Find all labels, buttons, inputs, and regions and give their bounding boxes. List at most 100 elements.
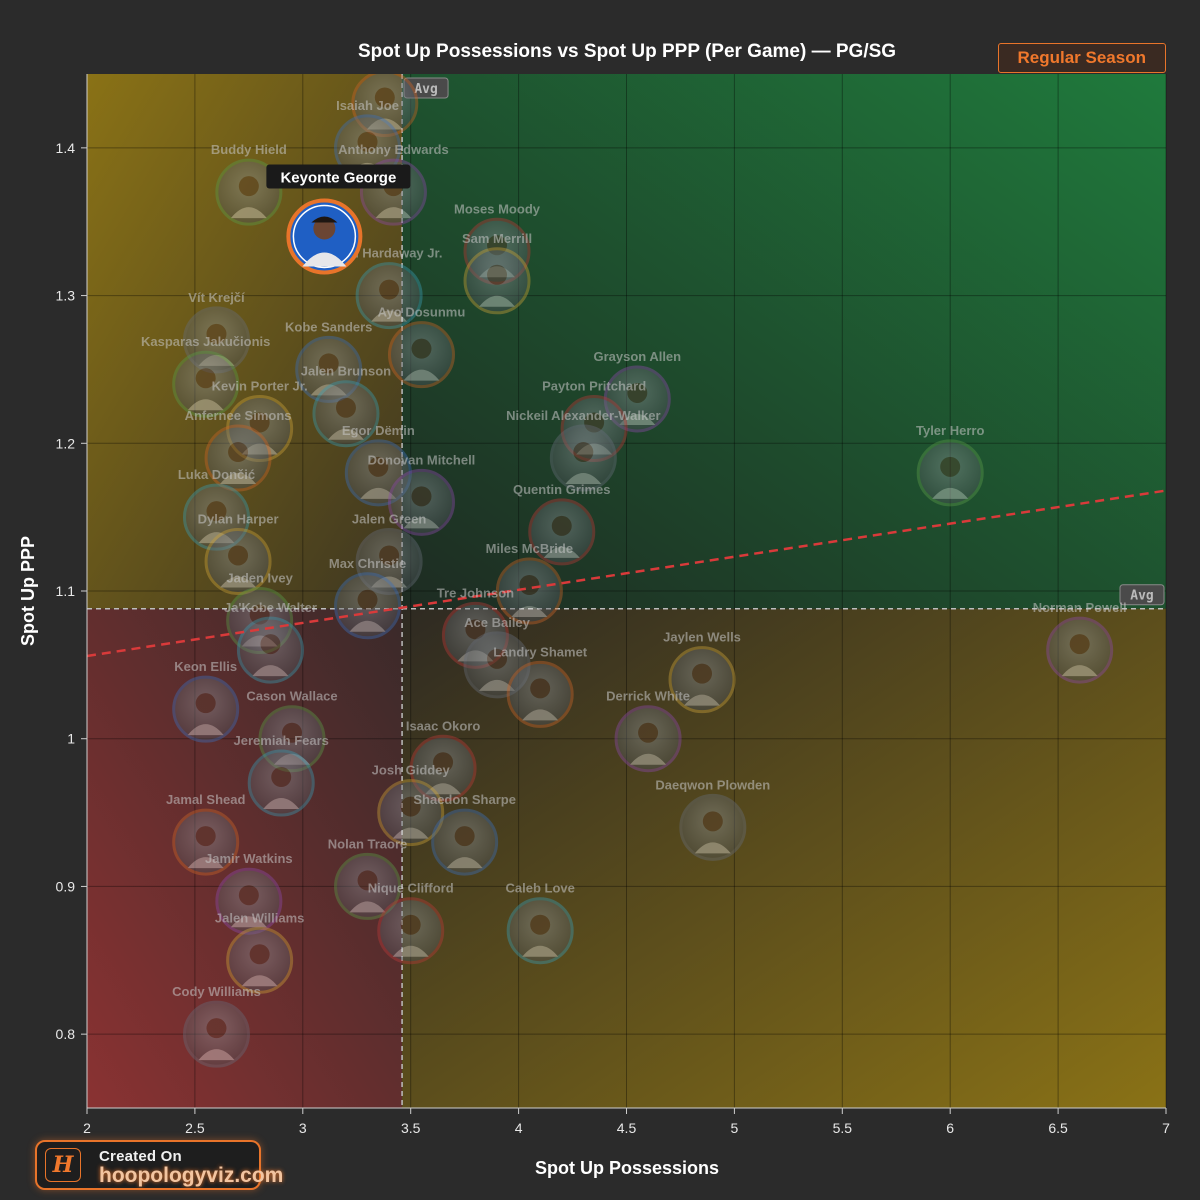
player-label: Tre Johnson xyxy=(437,585,514,600)
player-label: Jalen Williams xyxy=(215,910,304,925)
svg-text:Avg: Avg xyxy=(1130,589,1153,604)
player-marker[interactable] xyxy=(506,897,574,965)
player-label: Sam Merrill xyxy=(462,231,532,246)
player-label: Nolan Traore xyxy=(328,836,407,851)
player-label: Norman Powell xyxy=(1033,600,1127,615)
y-tick-label: 1 xyxy=(67,731,75,747)
player-marker[interactable] xyxy=(172,350,240,418)
player-marker[interactable] xyxy=(506,660,574,728)
player-marker[interactable] xyxy=(916,439,984,507)
player-label: Ayo Dosunmu xyxy=(378,305,466,320)
trendline xyxy=(86,489,1167,658)
highlight-player-label: Keyonte George xyxy=(266,164,411,189)
player-label: Dylan Harper xyxy=(198,511,279,526)
player-label: Jaylen Wells xyxy=(663,630,741,645)
player-label: Payton Pritchard xyxy=(542,379,646,394)
x-tick-label: 6 xyxy=(946,1120,954,1136)
player-marker[interactable] xyxy=(215,867,283,935)
x-tick-label: 3 xyxy=(299,1120,307,1136)
player-markers xyxy=(172,74,1114,1068)
player-marker[interactable] xyxy=(334,572,402,640)
player-marker[interactable] xyxy=(182,1000,250,1068)
player-label: Luka Dončić xyxy=(178,467,255,482)
player-label: Josh Giddey xyxy=(372,763,451,778)
watermark-line1: Created On xyxy=(99,1148,182,1165)
y-tick-label: 1.4 xyxy=(56,140,76,156)
x-axis-label: Spot Up Possessions xyxy=(535,1158,719,1178)
player-label: Miles McBride xyxy=(486,541,573,556)
player-marker[interactable] xyxy=(312,380,380,448)
hoopology-logo-icon: H xyxy=(45,1148,81,1182)
player-label: Caleb Love xyxy=(506,881,575,896)
player-marker[interactable] xyxy=(387,468,455,536)
x-tick-label: 3.5 xyxy=(401,1120,421,1136)
player-label: Moses Moody xyxy=(454,201,541,216)
player-marker[interactable] xyxy=(387,321,455,389)
player-label: Landry Shamet xyxy=(493,644,588,659)
player-label: Quentin Grimes xyxy=(513,482,611,497)
player-marker[interactable] xyxy=(334,852,402,920)
y-tick-label: 0.9 xyxy=(56,878,76,894)
player-label: Jamal Shead xyxy=(166,792,246,807)
player-label: Max Christie xyxy=(329,556,406,571)
player-marker[interactable] xyxy=(463,247,531,315)
player-marker[interactable] xyxy=(247,749,315,817)
player-label: Vít Krejčí xyxy=(188,290,245,305)
x-tick-label: 4 xyxy=(515,1120,523,1136)
player-label: Shaedon Sharpe xyxy=(413,792,516,807)
player-label: Kevin Porter Jr. xyxy=(212,379,308,394)
player-marker[interactable] xyxy=(215,158,283,226)
player-label: Ja'Kobe Walter xyxy=(224,600,317,615)
player-marker[interactable] xyxy=(431,808,499,876)
x-tick-label: 7 xyxy=(1162,1120,1170,1136)
player-label: Isaiah Joe xyxy=(336,98,399,113)
player-marker[interactable] xyxy=(172,675,240,743)
player-label: Nickeil Alexander-Walker xyxy=(506,408,660,423)
svg-text:Avg: Avg xyxy=(414,82,437,97)
player-marker[interactable] xyxy=(528,498,596,566)
x-tick-label: 6.5 xyxy=(1048,1120,1068,1136)
player-label: Tim Hardaway Jr. xyxy=(336,246,443,261)
player-label: Ace Bailey xyxy=(464,615,531,630)
player-marker[interactable] xyxy=(377,779,445,847)
y-tick-label: 1.2 xyxy=(56,435,76,451)
x-tick-label: 5 xyxy=(731,1120,739,1136)
player-label: Buddy Hield xyxy=(211,142,287,157)
player-marker[interactable] xyxy=(236,616,304,684)
x-tick-label: 4.5 xyxy=(617,1120,637,1136)
average-lines: Avg Avg xyxy=(87,74,1166,1108)
axes: 2 2.5 3 3.5 4 4.5 5 5.5 6 6.5 7 0.8 0.9 1 1.1 1.2 1.3 1.4 xyxy=(56,74,1170,1136)
player-marker[interactable] xyxy=(668,646,736,714)
y-tick-label: 1.3 xyxy=(56,288,76,304)
y-axis-label: Spot Up PPP xyxy=(18,536,38,646)
chart-title: Spot Up Possessions vs Spot Up PPP (Per … xyxy=(358,41,896,62)
player-marker[interactable] xyxy=(614,705,682,773)
player-marker[interactable] xyxy=(204,424,272,492)
player-marker[interactable] xyxy=(377,897,445,965)
player-label: Cason Wallace xyxy=(246,689,337,704)
player-label: Donovan Mitchell xyxy=(368,452,476,467)
player-label: Jalen Brunson xyxy=(301,364,391,379)
player-label: Tyler Herro xyxy=(916,423,984,438)
svg-text:Keyonte George: Keyonte George xyxy=(280,169,396,186)
x-tick-label: 5.5 xyxy=(833,1120,853,1136)
player-marker[interactable] xyxy=(355,262,423,330)
player-marker[interactable] xyxy=(679,793,747,861)
player-label: Nique Clifford xyxy=(368,881,454,896)
player-label: Anthony Edwards xyxy=(338,142,449,157)
player-marker[interactable] xyxy=(1046,616,1114,684)
player-label: Daeqwon Plowden xyxy=(655,777,770,792)
player-marker[interactable] xyxy=(226,926,294,994)
x-tick-label: 2.5 xyxy=(185,1120,205,1136)
player-label: Kasparas Jakučionis xyxy=(141,334,270,349)
season-filter-button[interactable]: Regular Season xyxy=(997,43,1166,73)
player-marker[interactable] xyxy=(204,527,272,595)
y-tick-label: 1.1 xyxy=(56,583,76,599)
player-marker[interactable] xyxy=(549,424,617,492)
y-tick-label: 0.8 xyxy=(56,1026,76,1042)
quadrant-top-right xyxy=(402,74,1166,609)
highlight-player-marker[interactable] xyxy=(286,198,363,275)
player-label: Grayson Allen xyxy=(593,349,681,364)
highlight-player: Keyonte George xyxy=(266,164,411,275)
player-marker[interactable] xyxy=(172,808,240,876)
